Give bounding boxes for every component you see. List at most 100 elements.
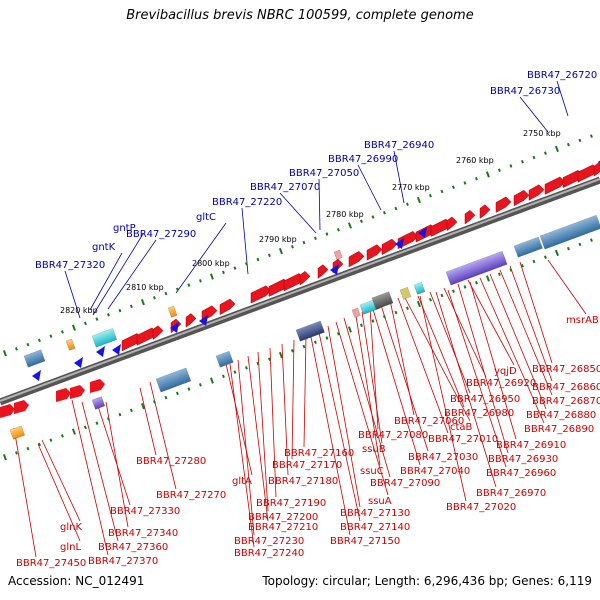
forward-gene-arrow: [495, 196, 512, 213]
genome-backbone: [0, 176, 600, 406]
top-gene-label: BBR47_27050: [289, 168, 359, 179]
bottom-gene-label: BBR47_27080: [358, 430, 428, 441]
forward-gene-arrow: [185, 313, 197, 328]
top-gene-leader: [393, 150, 405, 204]
bottom-gene-leader: [237, 359, 255, 536]
outer-tick-row-mark: [554, 145, 559, 153]
outer-tick-row-mark: [2, 350, 7, 357]
inner-tick-row-mark: [394, 310, 398, 315]
forward-gene-arrow: [299, 270, 311, 286]
outer-tick-row-mark: [267, 253, 271, 258]
outer-tick-row-mark: [416, 196, 421, 204]
bottom-gene-label: BBR47_27040: [400, 466, 470, 477]
reverse-gene-arrow: [418, 227, 427, 238]
inner-tick-row-mark: [14, 451, 18, 455]
block-orange: [167, 305, 178, 318]
bottom-gene-leader: [547, 259, 587, 315]
bottom-gene-leader: [139, 387, 157, 456]
block-blue: [513, 236, 543, 258]
outer-tick-row-mark: [152, 296, 156, 300]
kbp-tick-rows: [2, 134, 593, 461]
bottom-gene-leader: [479, 277, 545, 424]
bottom-gene-label: BBR47_27160: [284, 448, 354, 459]
forward-gene-arrow: [528, 184, 545, 201]
inner-tick-row-mark: [71, 428, 76, 435]
inner-tick-row-mark: [302, 344, 306, 349]
top-gene-leader: [175, 222, 227, 294]
kbp-label: 2820 kbp: [60, 306, 98, 315]
block-slate: [295, 320, 325, 342]
inner-tick-row-mark: [209, 377, 214, 384]
bottom-gene-leader: [105, 401, 129, 528]
bottom-gene-leader: [355, 315, 381, 466]
bottom-gene-leader: [81, 401, 119, 542]
bottom-gene-label: BBR47_26910: [496, 440, 566, 451]
inner-tick-row-mark: [175, 391, 179, 396]
block-blue: [539, 214, 600, 250]
bottom-gene-leader: [95, 399, 131, 506]
bottom-gene-leader: [371, 305, 421, 466]
bottom-gene-label: BBR47_27030: [408, 452, 478, 463]
top-gene-label: BBR47_27320: [35, 260, 105, 271]
bottom-gene-leader: [229, 363, 255, 548]
inner-tick-row-mark: [474, 280, 478, 285]
inner-tick-row-mark: [566, 246, 570, 251]
bottom-gene-label: BBR47_27150: [330, 536, 400, 547]
bottom-gene-label: BBR47_27060: [394, 416, 464, 427]
gene-label-leaders: [13, 80, 587, 558]
bottom-gene-leader: [335, 321, 389, 496]
gene-arrows: [0, 160, 600, 418]
inner-tick-row-mark: [325, 336, 329, 340]
outer-tick-row-mark: [164, 291, 168, 296]
outer-tick-row-mark: [256, 257, 260, 262]
bottom-gene-leader: [403, 295, 471, 422]
bottom-gene-label: BBR47_27180: [268, 476, 338, 487]
bottom-gene-label: BBR47_27090: [370, 478, 440, 489]
outer-tick-row-mark: [95, 317, 99, 321]
bottom-gene-label: ssuB: [362, 444, 386, 455]
outer-tick-row-mark: [187, 283, 191, 287]
bottom-gene-label: BBR47_26890: [524, 424, 594, 435]
top-gene-label: BBR47_26940: [364, 140, 434, 151]
bottom-gene-leader: [317, 327, 361, 522]
block-purple: [445, 250, 508, 286]
inner-tick-row-mark: [267, 357, 271, 362]
gene-labels: BBR47_26720 BBR47_26730 BBR47_26940 BBR47_2…: [16, 70, 600, 569]
kbp-label: 2780 kbp: [326, 210, 364, 219]
bottom-gene-label: gltA: [232, 476, 252, 487]
genome-summary-text: Topology: circular; Length: 6,296,436 bp…: [262, 574, 592, 588]
outer-tick-row-mark: [520, 159, 524, 164]
bottom-gene-label: BBR47_27140: [340, 522, 410, 533]
outer-tick-row-mark: [129, 304, 133, 309]
inner-tick-row-mark: [347, 326, 352, 333]
bottom-gene-leader: [361, 311, 383, 444]
inner-tick-row-mark: [26, 446, 30, 451]
kbp-label: 2750 kbp: [523, 129, 561, 138]
inner-tick-row-mark: [371, 319, 375, 323]
bottom-gene-label: BBR47_27240: [234, 548, 304, 559]
bottom-gene-label: BBR47_27170: [272, 460, 342, 471]
inner-tick-row-mark: [359, 323, 363, 328]
bottom-gene-label: BBR47_27010: [428, 434, 498, 445]
block-blue: [215, 350, 234, 368]
top-gene-leader: [318, 178, 321, 231]
outer-tick-row-mark: [302, 240, 306, 245]
bottom-gene-leader: [397, 297, 449, 434]
inner-tick-row-mark: [95, 421, 99, 425]
forward-gene-arrow: [593, 162, 600, 177]
inner-tick-row-mark: [451, 289, 455, 293]
forward-gene-arrow: [90, 379, 105, 393]
inner-tick-row-mark: [578, 242, 582, 247]
inner-tick-row-mark: [428, 297, 432, 302]
block-olive: [399, 286, 412, 300]
outer-tick-row-mark: [49, 334, 53, 338]
kbp-label: 2790 kbp: [259, 235, 297, 244]
inner-tick-row-mark: [532, 259, 536, 264]
inner-tick-row-mark: [118, 412, 122, 417]
forward-gene-arrow: [513, 189, 530, 207]
inner-tick-row-mark: [497, 272, 501, 276]
bottom-gene-label: BBR47_26960: [486, 468, 556, 479]
bottom-gene-leader: [499, 269, 553, 396]
bottom-gene-leader: [447, 289, 507, 468]
